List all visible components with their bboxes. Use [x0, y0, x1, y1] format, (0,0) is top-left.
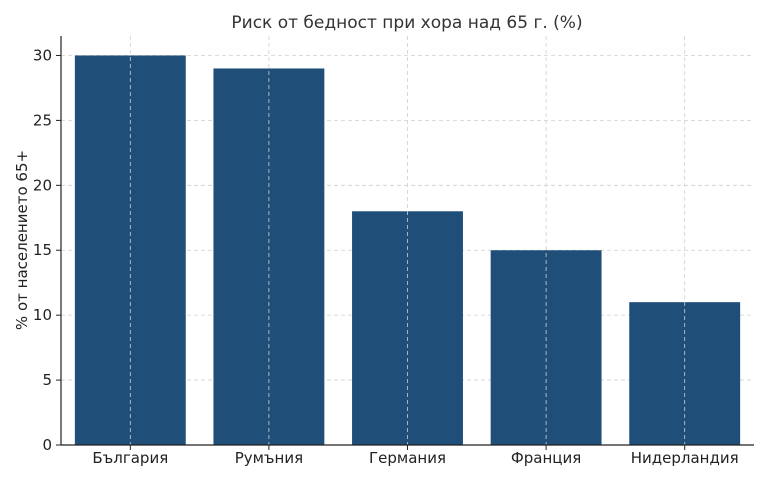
- x-tick-label: Германия: [369, 449, 446, 467]
- x-tick-label: Франция: [511, 449, 581, 467]
- y-tick-label: 10: [33, 306, 52, 324]
- x-tick-label: България: [92, 449, 168, 467]
- bar: [352, 211, 463, 445]
- tick-labels: 0 5 10 15 20 25 30 България Румъния Германия Франц…: [33, 46, 739, 467]
- y-axis-label: % от населението 65+: [13, 150, 31, 330]
- axes: [56, 36, 754, 450]
- y-tick-label: 5: [42, 371, 52, 389]
- y-tick-label: 25: [33, 111, 52, 129]
- x-tick-label: Румъния: [235, 449, 303, 467]
- y-tick-label: 30: [33, 46, 52, 64]
- chart-title: Риск от бедност при хора над 65 г. (%): [231, 13, 582, 33]
- y-tick-label: 20: [33, 176, 52, 194]
- y-tick-label: 15: [33, 241, 52, 259]
- y-tick-label: 0: [42, 436, 52, 454]
- x-tick-label: Нидерландия: [631, 449, 739, 467]
